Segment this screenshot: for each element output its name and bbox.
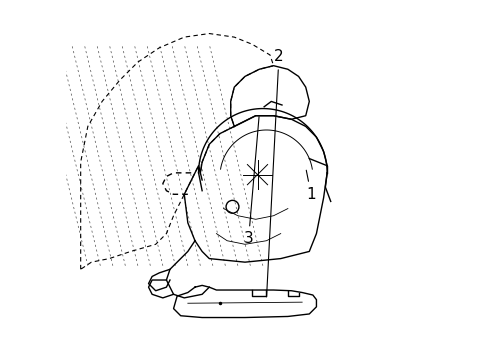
Text: 3: 3 xyxy=(244,117,259,247)
Text: 1: 1 xyxy=(306,170,316,202)
Text: 2: 2 xyxy=(267,49,284,297)
